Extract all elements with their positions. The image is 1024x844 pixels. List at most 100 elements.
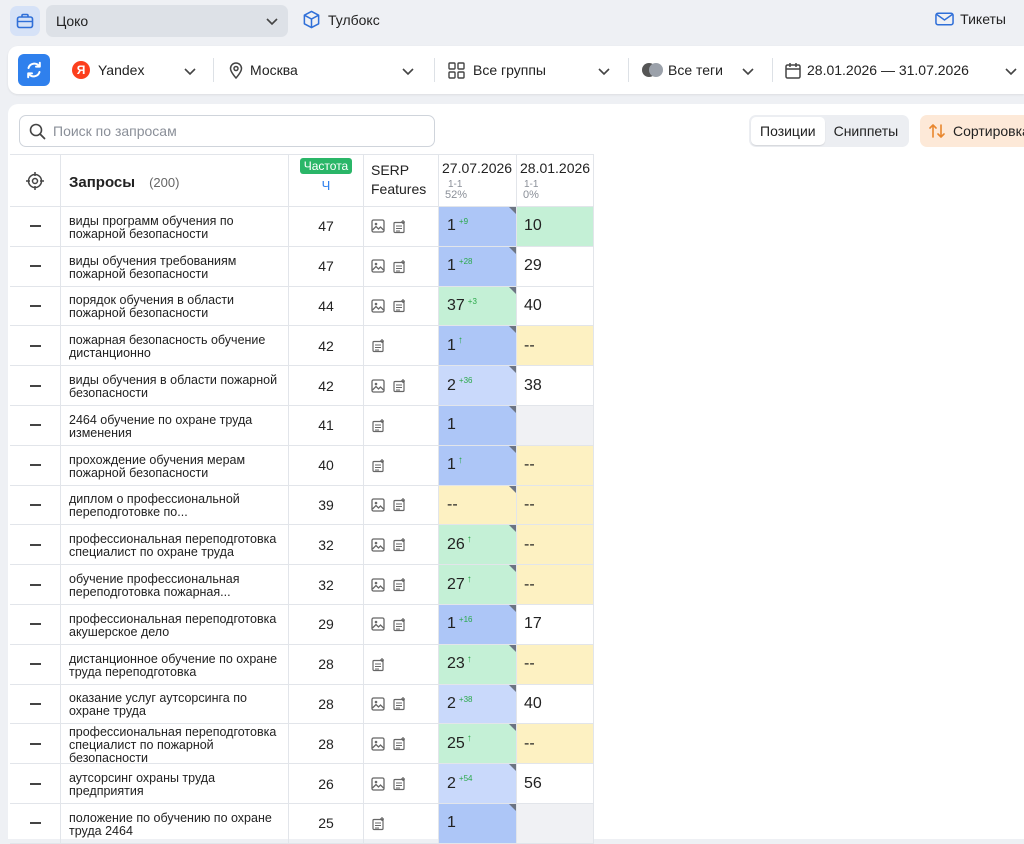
position-cell-date2[interactable]: -- — [517, 525, 594, 565]
position-cell-date1[interactable]: 25 ↑ — [439, 724, 517, 764]
row-toggle[interactable] — [10, 644, 61, 684]
project-selector[interactable]: Цоко — [46, 5, 288, 37]
position-cell-date1[interactable]: 1 — [439, 405, 517, 445]
tags-filter[interactable]: Все теги — [642, 46, 767, 94]
table-row[interactable]: профессиональная переподготовка акушерск… — [10, 604, 594, 645]
row-toggle[interactable] — [10, 485, 61, 525]
position-cell-date1[interactable]: 37 +3 — [439, 286, 517, 326]
query-cell[interactable]: прохождение обучения мерам пожарной безо… — [61, 445, 289, 485]
query-cell[interactable]: виды программ обучения по пожарной безоп… — [61, 207, 289, 246]
row-toggle[interactable] — [10, 286, 61, 326]
position-cell-date1[interactable]: 1 +28 — [439, 246, 517, 286]
query-cell[interactable]: диплом о профессиональной переподготовке… — [61, 485, 289, 525]
row-toggle[interactable] — [10, 724, 61, 764]
row-toggle[interactable] — [10, 405, 61, 445]
table-row[interactable]: пожарная безопасность обучение дистанцио… — [10, 326, 594, 367]
table-row[interactable]: дистанционное обучение по охране труда п… — [10, 644, 594, 685]
row-toggle[interactable] — [10, 326, 61, 366]
query-cell[interactable]: виды обучения в области пожарной безопас… — [61, 366, 289, 405]
position-cell-date2[interactable]: 38 — [517, 366, 594, 405]
position-cell-date2[interactable]: 17 — [517, 604, 594, 644]
sort-button[interactable]: Сортировка — [920, 115, 1024, 147]
row-toggle[interactable] — [10, 246, 61, 286]
position-cell-date2[interactable]: -- — [517, 326, 594, 366]
query-cell[interactable]: обучение профессиональная переподготовка… — [61, 565, 289, 604]
frequency-cell: 29 — [289, 604, 364, 644]
tickets-link[interactable]: Тикеты — [935, 11, 1006, 27]
date-range-filter[interactable]: 28.01.2026 — 31.07.2026 — [785, 46, 1024, 94]
position-cell-date1[interactable]: -- — [439, 485, 517, 525]
groups-filter[interactable]: Все группы — [448, 46, 628, 94]
position-cell-date2[interactable]: -- — [517, 445, 594, 485]
query-cell[interactable]: дистанционное обучение по охране труда п… — [61, 644, 289, 684]
table-row[interactable]: оказание услуг аутсорсинга по охране тру… — [10, 684, 594, 725]
row-toggle[interactable] — [10, 803, 61, 843]
table-row[interactable]: виды программ обучения по пожарной безоп… — [10, 207, 594, 247]
row-toggle[interactable] — [10, 207, 61, 246]
search-input[interactable]: Поиск по запросам — [19, 115, 435, 147]
query-cell[interactable]: 2464 обучение по охране труда изменения — [61, 405, 289, 445]
tab-snippets[interactable]: Сниппеты — [833, 123, 899, 139]
position-cell-date2[interactable]: 10 — [517, 207, 594, 246]
position-cell-date2[interactable] — [517, 803, 594, 843]
position-cell-date2[interactable]: -- — [517, 485, 594, 525]
position-cell-date1[interactable]: 2 +38 — [439, 684, 517, 724]
engine-filter[interactable]: Я Yandex — [72, 46, 207, 94]
table-row[interactable]: обучение профессиональная переподготовка… — [10, 565, 594, 605]
position-cell-date1[interactable]: 2 +54 — [439, 764, 517, 803]
row-toggle[interactable] — [10, 684, 61, 724]
position-cell-date2[interactable]: -- — [517, 565, 594, 604]
toolbox-link[interactable]: Тулбокс — [302, 10, 380, 29]
table-row[interactable]: прохождение обучения мерам пожарной безо… — [10, 445, 594, 486]
table-row[interactable]: аутсорсинг охраны труда предприятия 26 2… — [10, 764, 594, 804]
row-toggle[interactable] — [10, 565, 61, 604]
date1-header[interactable]: 27.07.2026 1-1 52% — [439, 155, 517, 206]
position-cell-date2[interactable]: 40 — [517, 684, 594, 724]
row-toggle[interactable] — [10, 445, 61, 485]
table-row[interactable]: виды обучения требованиям пожарной безоп… — [10, 246, 594, 287]
position-cell-date2[interactable] — [517, 405, 594, 445]
query-cell[interactable]: виды обучения требованиям пожарной безоп… — [61, 246, 289, 286]
table-row[interactable]: положение по обучению по охране труда 24… — [10, 803, 594, 844]
table-row[interactable]: профессиональная переподготовка специали… — [10, 525, 594, 566]
row-toggle[interactable] — [10, 764, 61, 803]
query-cell[interactable]: профессиональная переподготовка акушерск… — [61, 604, 289, 644]
row-toggle[interactable] — [10, 366, 61, 405]
region-filter[interactable]: Москва — [228, 46, 423, 94]
position-cell-date2[interactable]: -- — [517, 724, 594, 764]
refresh-button[interactable] — [18, 54, 50, 86]
table-row[interactable]: диплом о профессиональной переподготовке… — [10, 485, 594, 526]
row-toggle[interactable] — [10, 525, 61, 565]
query-cell[interactable]: оказание услуг аутсорсинга по охране тру… — [61, 684, 289, 724]
position-cell-date1[interactable]: 1 +16 — [439, 604, 517, 644]
position-cell-date2[interactable]: 56 — [517, 764, 594, 803]
position-cell-date1[interactable]: 1 ↑ — [439, 445, 517, 485]
position-cell-date1[interactable]: 1 +9 — [439, 207, 517, 246]
frequency-header[interactable]: Частота Ч — [289, 155, 364, 206]
tab-positions[interactable]: Позиции — [751, 117, 825, 145]
position-cell-date1[interactable]: 1 — [439, 803, 517, 843]
query-cell[interactable]: профессиональная переподготовка специали… — [61, 525, 289, 565]
table-row[interactable]: виды обучения в области пожарной безопас… — [10, 366, 594, 406]
position-cell-date2[interactable]: 40 — [517, 286, 594, 326]
position-cell-date1[interactable]: 27 ↑ — [439, 565, 517, 604]
target-header-cell[interactable] — [10, 155, 61, 206]
position-cell-date1[interactable]: 26 ↑ — [439, 525, 517, 565]
table-row[interactable]: профессиональная переподготовка специали… — [10, 724, 594, 764]
table-row[interactable]: 2464 обучение по охране труда изменения … — [10, 405, 594, 446]
row-toggle[interactable] — [10, 604, 61, 644]
query-cell[interactable]: аутсорсинг охраны труда предприятия — [61, 764, 289, 803]
query-cell[interactable]: порядок обучения в области пожарной безо… — [61, 286, 289, 326]
position-cell-date1[interactable]: 2 +36 — [439, 366, 517, 405]
position-cell-date2[interactable]: -- — [517, 644, 594, 684]
position-cell-date2[interactable]: 29 — [517, 246, 594, 286]
query-cell[interactable]: положение по обучению по охране труда 24… — [61, 803, 289, 843]
queries-header[interactable]: Запросы (200) — [61, 155, 289, 206]
query-cell[interactable]: профессиональная переподготовка специали… — [61, 724, 289, 764]
date2-header[interactable]: 28.01.2026 1-1 0% — [517, 155, 594, 206]
briefcase-icon[interactable] — [10, 6, 40, 36]
position-cell-date1[interactable]: 1 ↑ — [439, 326, 517, 366]
table-row[interactable]: порядок обучения в области пожарной безо… — [10, 286, 594, 327]
position-cell-date1[interactable]: 23 ↑ — [439, 644, 517, 684]
query-cell[interactable]: пожарная безопасность обучение дистанцио… — [61, 326, 289, 366]
